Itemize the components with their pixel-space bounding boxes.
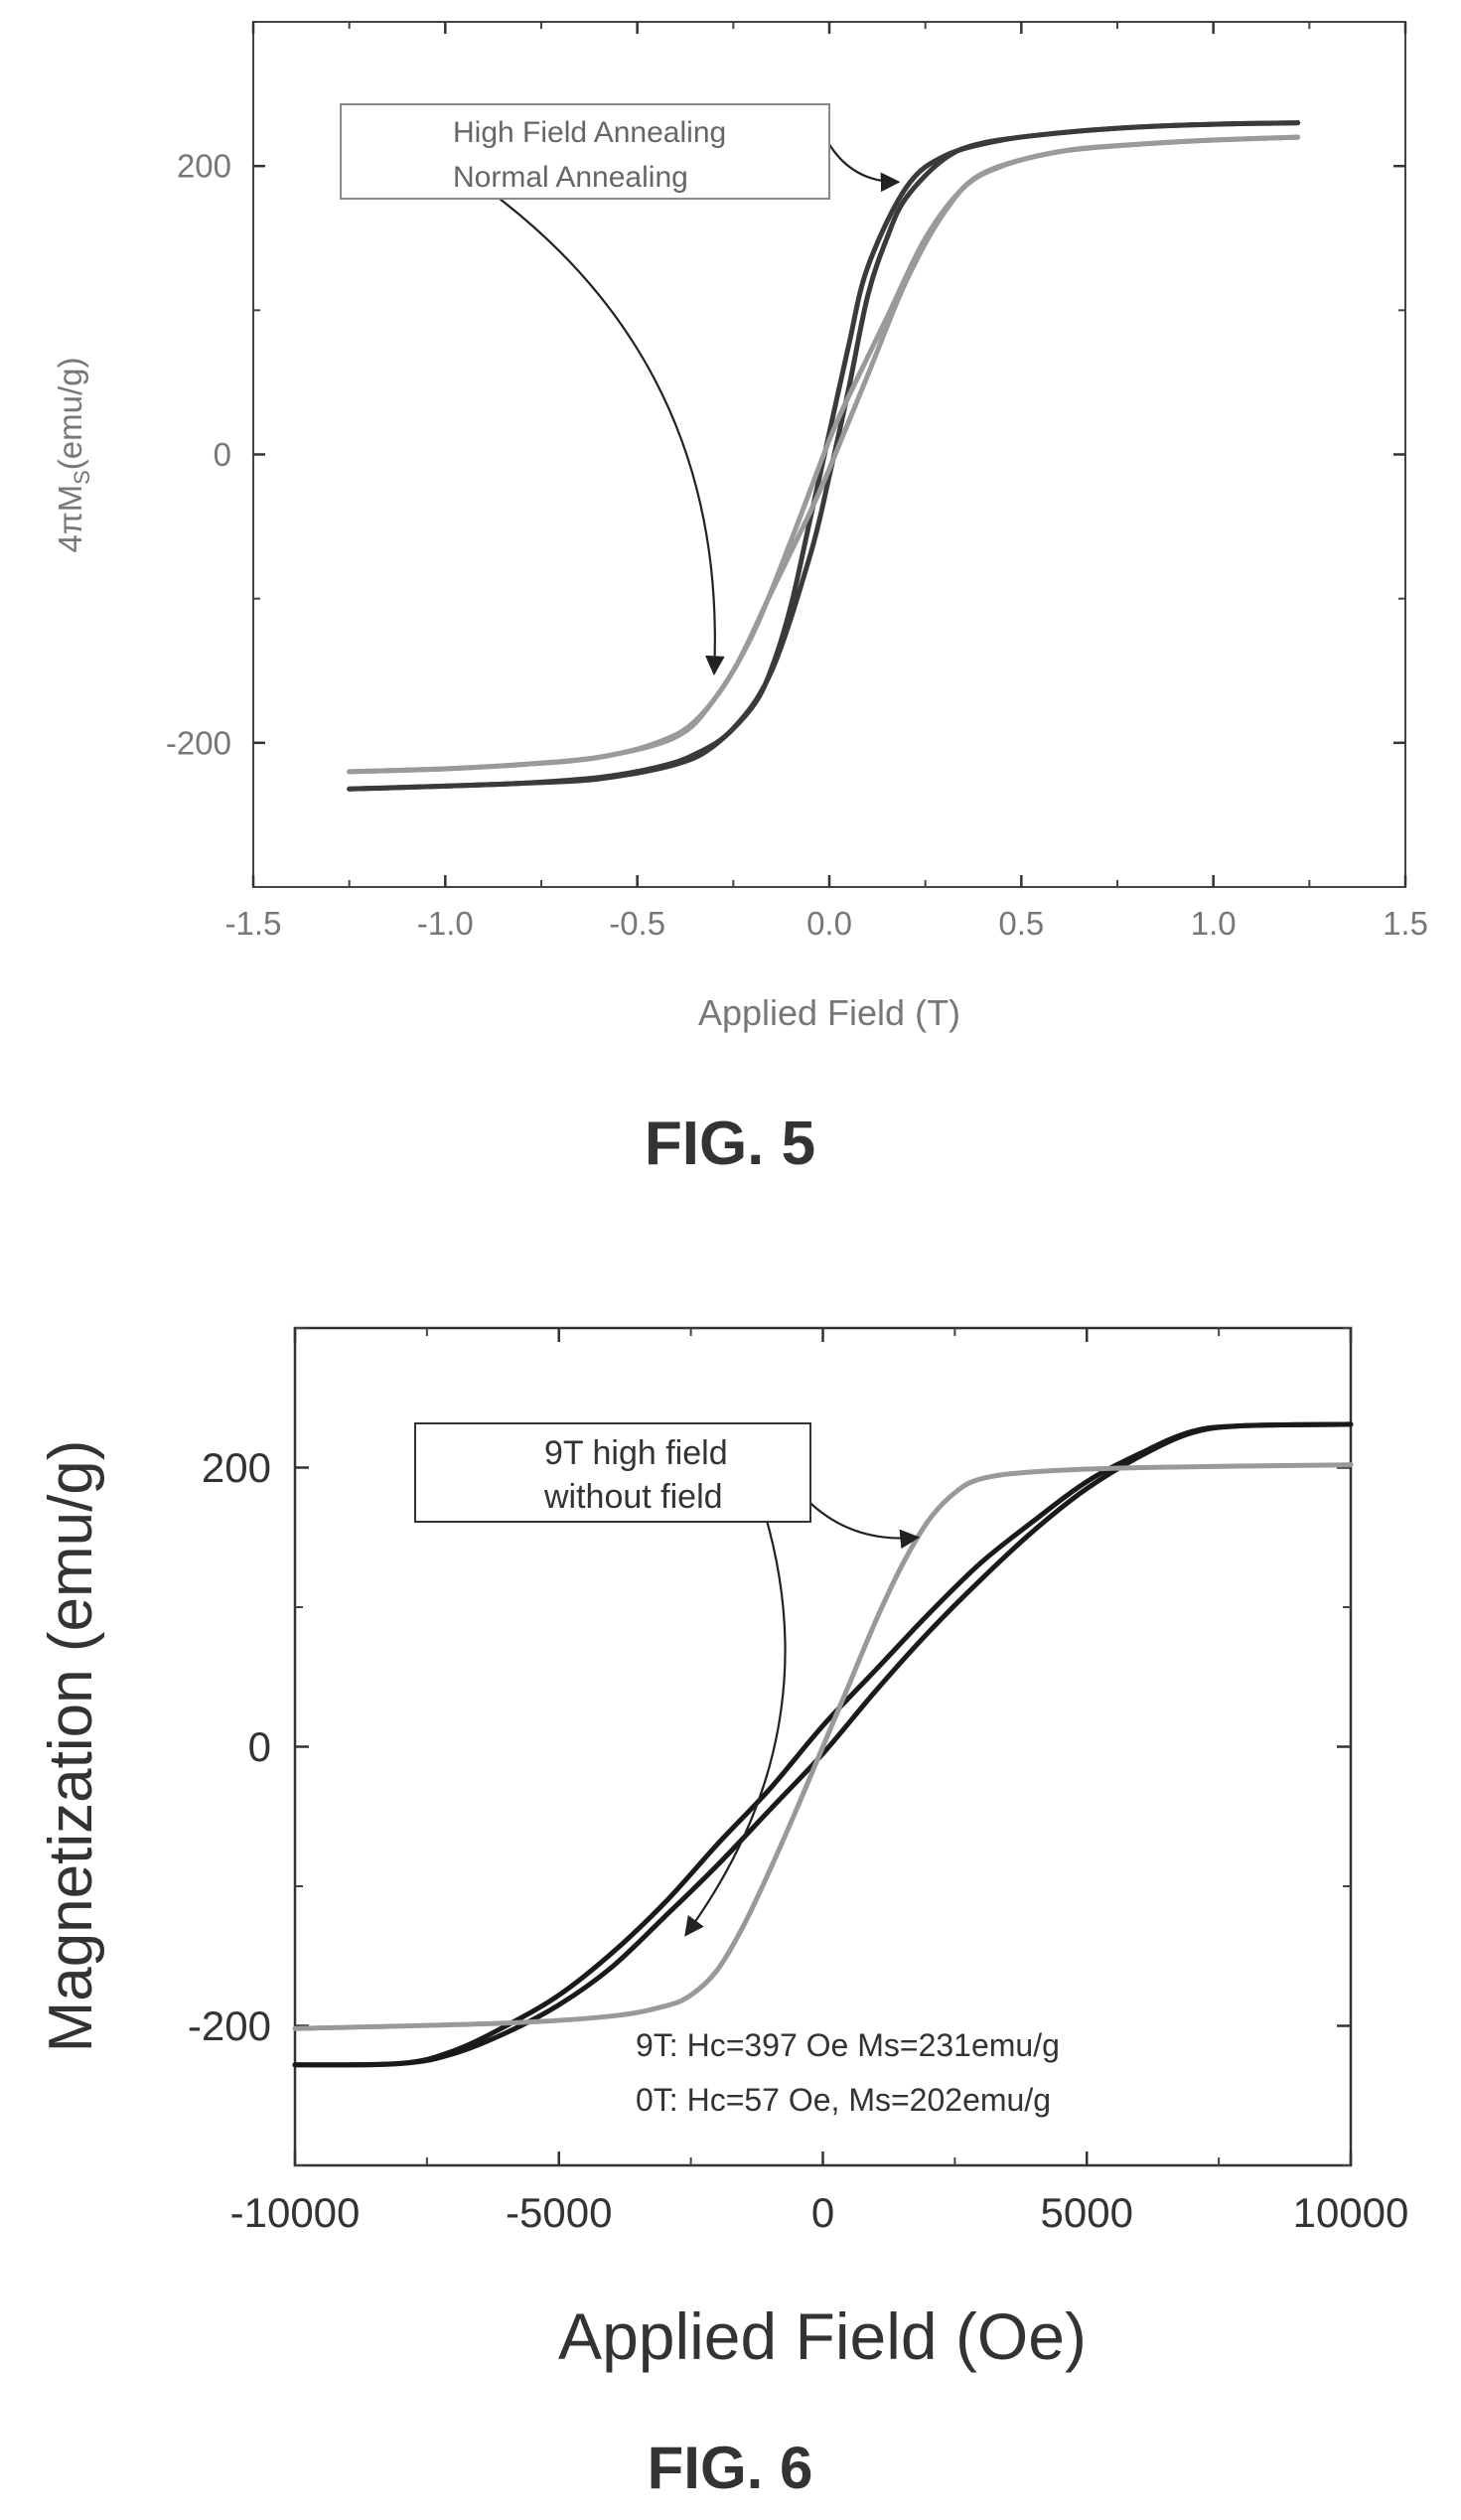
fig5-annotation-arrow-1: [828, 143, 901, 193]
fig5-x-tick-label: 0.0: [806, 905, 852, 942]
fig5-series-0-branch-1-line: [347, 120, 1301, 792]
fig6-annotation-arrow-0: [684, 1453, 787, 1937]
fig5-annotation-arrow-0: [464, 172, 725, 676]
fig6-x-tick-label: -5000: [506, 2189, 612, 2236]
fig5-series-group: [347, 120, 1301, 792]
fig5-x-tick-label: -1.0: [417, 905, 474, 942]
fig5-x-tick-label: -0.5: [609, 905, 665, 942]
fig6-series-1-branch-0-line: [292, 1462, 1354, 2031]
fig5-axis-ticks: -1.5 -1.0 -0.5 0.0 0.5 1.0 1.5 -200 0 200: [166, 21, 1428, 942]
fig6-y-axis-label: Magnetization (emu/g): [37, 1440, 105, 2053]
fig5-y-axis-label-main: 4πM: [52, 485, 88, 553]
fig5-legend-box: [340, 103, 830, 200]
fig6-x-tick-label: 10000: [1293, 2189, 1409, 2236]
fig5-x-tick-label: -1.5: [225, 905, 282, 942]
fig5-x-tick-label: 0.5: [998, 905, 1044, 942]
fig5-legend-entry-high-field: High Field Annealing: [453, 116, 726, 149]
fig6-y-tick-label: -200: [188, 2002, 271, 2049]
fig6-series-0-branch-1-line: [292, 1421, 1354, 2068]
fig5-x-axis-label: Applied Field (T): [698, 992, 960, 1033]
fig5-chart: -1.5 -1.0 -0.5 0.0 0.5 1.0 1.5 -200 0 200 High Fi…: [52, 21, 1428, 1178]
fig6-y-tick-label: 200: [202, 1444, 271, 1491]
fig5-y-axis-label-unit: (emu/g): [52, 357, 88, 470]
fig6-x-tick-label: -10000: [230, 2189, 361, 2236]
fig6-chart: -10000 -5000 0 5000 10000 -200 0 200 9T high fi…: [37, 1326, 1409, 2501]
fig6-y-tick-label: 0: [248, 1723, 271, 1770]
fig5-legend-entry-normal: Normal Annealing: [453, 161, 688, 194]
fig6-series-0-branch-0-line: [292, 1421, 1354, 2068]
fig6-x-tick-label: 0: [811, 2189, 834, 2236]
fig5-y-tick-label: 0: [214, 436, 231, 473]
fig6-legend-entry-9t: 9T high field: [544, 1434, 728, 1472]
fig5-y-axis-label: 4πMS(emu/g): [52, 357, 94, 552]
fig6-caption: FIG. 6: [648, 2435, 813, 2501]
fig5-annotation-arrows: [464, 143, 901, 676]
fig6-series-group: [292, 1421, 1354, 2068]
fig6-x-axis-label: Applied Field (Oe): [558, 2299, 1087, 2373]
fig5-y-axis-label-sub: S: [70, 470, 94, 485]
fig6-x-tick-label: 5000: [1041, 2189, 1133, 2236]
fig5-y-tick-label: -200: [166, 724, 231, 761]
fig6-axis-ticks: -10000 -5000 0 5000 10000 -200 0 200: [188, 1327, 1409, 2236]
fig6-annotation-0t: 0T: Hc=57 Oe, Ms=202emu/g: [636, 2082, 1051, 2118]
fig5-caption: FIG. 5: [645, 1110, 815, 1178]
fig5-x-tick-label: 1.0: [1191, 905, 1237, 942]
fig5-series-1-branch-1-line: [347, 134, 1301, 775]
fig5-x-tick-label: 1.5: [1383, 905, 1428, 942]
fig5-y-tick-label: 200: [177, 148, 231, 185]
fig6-annotation-9t: 9T: Hc=397 Oe Ms=231emu/g: [636, 2027, 1060, 2063]
fig6-legend-box: [414, 1422, 811, 1523]
fig6-legend-entry-without-field: without field: [543, 1478, 723, 1516]
